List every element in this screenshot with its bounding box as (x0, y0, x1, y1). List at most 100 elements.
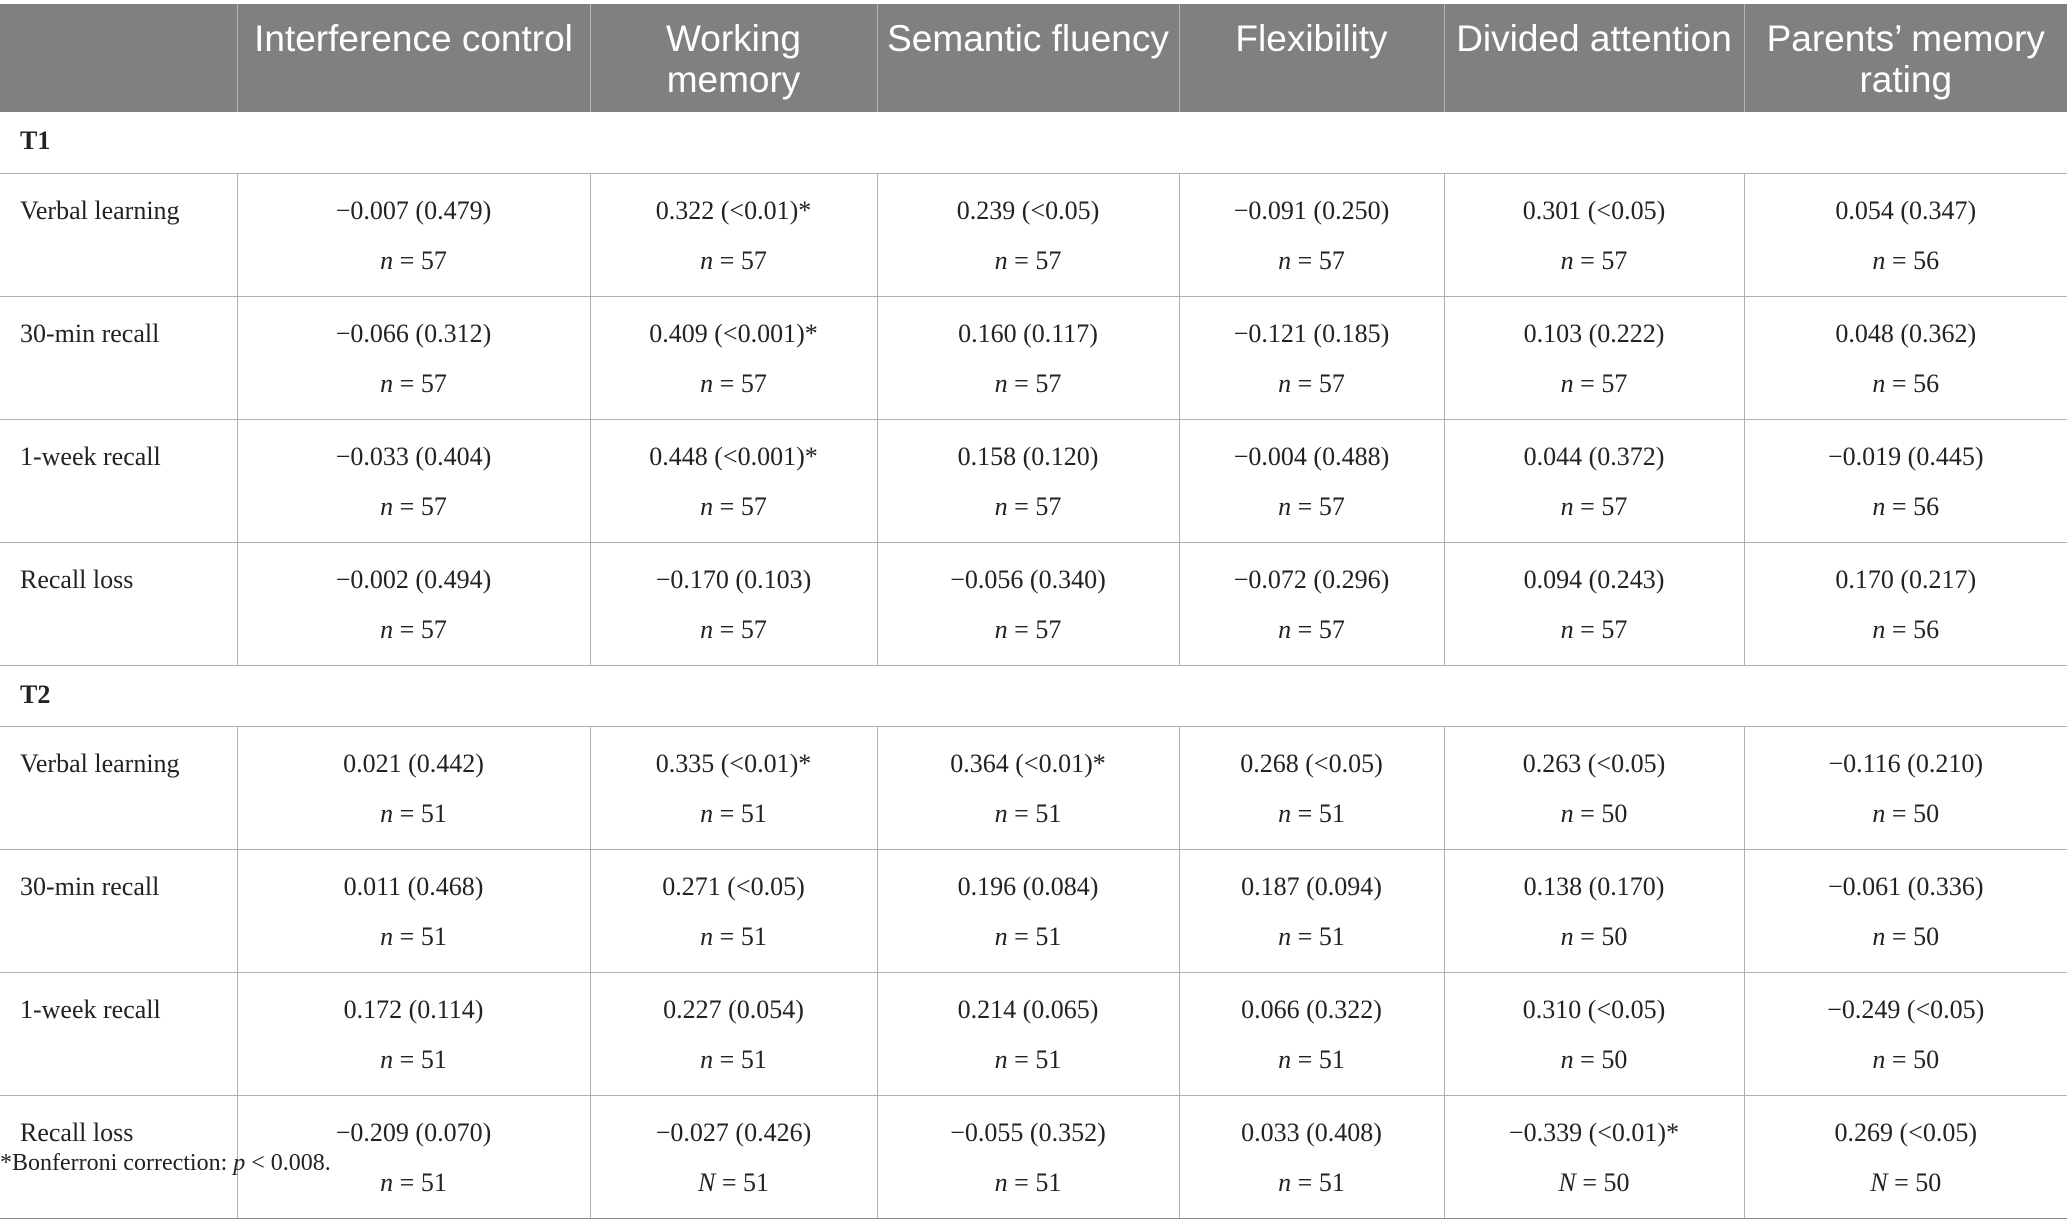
cell-n-equals: = (393, 614, 421, 644)
section-row: T1 (0, 112, 2067, 174)
table-cell: 0.066 (0.322) n = 51 (1178, 972, 1444, 1096)
table-cell: −0.004 (0.488) n = 57 (1178, 419, 1444, 543)
cell-n-equals: = (713, 921, 741, 951)
cell-n-equals: = (713, 245, 741, 275)
cell-n-variable: n (380, 614, 394, 644)
table-cell: −0.033 (0.404) n = 57 (236, 419, 590, 543)
cell-n-variable: n (1872, 245, 1886, 275)
cell-n-variable: N (1870, 1167, 1888, 1197)
cell-n-equals: = (1573, 1044, 1602, 1074)
cell-n-variable: n (1278, 1044, 1292, 1074)
table-cell: −0.066 (0.312) n = 57 (236, 296, 590, 420)
cell-value: 0.048 (0.362) (1835, 318, 1977, 348)
table-cell: 0.364 (<0.01)* n = 51 (876, 726, 1179, 850)
cell-n: N = 50 (1451, 1158, 1738, 1208)
cell-n: n = 50 (1751, 1035, 2062, 1085)
cell-value: 0.263 (<0.05) (1522, 748, 1666, 778)
table-cell: 0.448 (<0.001)* n = 57 (589, 419, 877, 543)
cell-value: 0.268 (<0.05) (1240, 748, 1383, 778)
cell-n: n = 56 (1751, 359, 2062, 409)
cell-n: n = 57 (1451, 482, 1738, 532)
cell-n-variable: n (700, 491, 714, 521)
cell-n-value: 56 (1913, 368, 1940, 398)
cell-n-equals: = (713, 798, 741, 828)
table-cell: 0.138 (0.170) n = 50 (1443, 849, 1744, 973)
cell-n-equals: = (393, 921, 421, 951)
cell-n: n = 51 (244, 789, 584, 839)
cell-n-equals: = (1885, 614, 1914, 644)
cell-n-value: 57 (1318, 368, 1345, 398)
cell-n-value: 57 (1035, 245, 1062, 275)
cell-value: 0.448 (<0.001)* (649, 441, 818, 471)
cell-value: 0.239 (<0.05) (956, 195, 1100, 225)
cell-n-equals: = (1885, 921, 1914, 951)
table-cell: −0.061 (0.336) n = 50 (1743, 849, 2067, 973)
cell-n: n = 57 (597, 359, 871, 409)
cell-n-variable: n (380, 921, 394, 951)
cell-n: n = 51 (244, 1035, 584, 1085)
cell-n-value: 57 (740, 245, 767, 275)
table-cell: 0.103 (0.222) n = 57 (1443, 296, 1744, 420)
cell-value: −0.339 (<0.01)* (1508, 1117, 1680, 1147)
cell-n: n = 57 (884, 482, 1173, 532)
cell-value: 0.021 (0.442) (343, 748, 484, 778)
cell-n: n = 57 (884, 236, 1173, 286)
cell-n-equals: = (715, 1167, 743, 1197)
header-working-memory: Working memory (589, 4, 877, 112)
cell-n: n = 57 (1186, 359, 1438, 409)
table-cell: 0.021 (0.442) n = 51 (236, 726, 590, 850)
cell-n-value: 57 (1318, 614, 1345, 644)
cell-n-value: 57 (1601, 245, 1628, 275)
cell-n-value: 50 (1913, 921, 1940, 951)
cell-n-equals: = (1007, 921, 1036, 951)
cell-n-equals: = (1007, 1167, 1036, 1197)
cell-n: n = 51 (1186, 1035, 1438, 1085)
cell-n: n = 56 (1751, 605, 2062, 655)
cell-n: n = 57 (597, 605, 871, 655)
row-label: 30-min recall (0, 849, 237, 973)
header-semantic-fluency: Semantic fluency (876, 4, 1179, 112)
table-row: 1-week recall 0.172 (0.114) n = 51 0.227 (0… (0, 972, 2067, 1096)
cell-n-variable: n (380, 368, 394, 398)
footnote-variable: p (233, 1150, 246, 1176)
cell-n: n = 57 (597, 482, 871, 532)
cell-n-equals: = (1007, 245, 1036, 275)
cell-n-value: 51 (1035, 1044, 1062, 1074)
cell-n-variable: n (994, 1044, 1008, 1074)
cell-n-value: 57 (1035, 368, 1062, 398)
cell-value: −0.249 (<0.05) (1827, 994, 1985, 1024)
header-divided-attention: Divided attention (1443, 4, 1744, 112)
cell-n: n = 51 (884, 1035, 1173, 1085)
cell-n-value: 51 (1318, 921, 1345, 951)
cell-n-variable: n (1560, 921, 1574, 951)
cell-n-variable: n (1278, 614, 1292, 644)
table-cell: 0.335 (<0.01)* n = 51 (589, 726, 877, 850)
cell-n-value: 51 (740, 1044, 767, 1074)
cell-n-variable: n (1872, 614, 1886, 644)
cell-n-value: 50 (1913, 798, 1940, 828)
cell-n-equals: = (1573, 614, 1602, 644)
cell-value: 0.054 (0.347) (1835, 195, 1977, 225)
row-label: 30-min recall (0, 296, 237, 420)
cell-value: 0.214 (0.065) (957, 994, 1099, 1024)
cell-n-value: 51 (1318, 1167, 1345, 1197)
cell-n-equals: = (1573, 921, 1602, 951)
table-cell: 0.409 (<0.001)* n = 57 (589, 296, 877, 420)
cell-n-equals: = (1007, 491, 1036, 521)
cell-value: 0.269 (<0.05) (1834, 1117, 1977, 1147)
cell-n: n = 51 (244, 912, 584, 962)
cell-value: −0.019 (0.445) (1828, 441, 1984, 471)
cell-n-variable: n (700, 245, 714, 275)
cell-n-variable: n (1278, 798, 1292, 828)
cell-n-variable: n (994, 921, 1008, 951)
cell-n-equals: = (1291, 1044, 1319, 1074)
cell-value: −0.121 (0.185) (1233, 318, 1390, 348)
footnote-prefix: *Bonferroni correction: (0, 1150, 234, 1176)
cell-n-equals: = (1007, 368, 1036, 398)
table-cell: −0.116 (0.210) n = 50 (1743, 726, 2067, 850)
section-label: T2 (0, 665, 2067, 727)
cell-n-value: 51 (743, 1167, 769, 1197)
cell-n-variable: n (994, 798, 1008, 828)
cell-n-variable: n (700, 1044, 714, 1074)
cell-n: n = 57 (244, 482, 584, 532)
